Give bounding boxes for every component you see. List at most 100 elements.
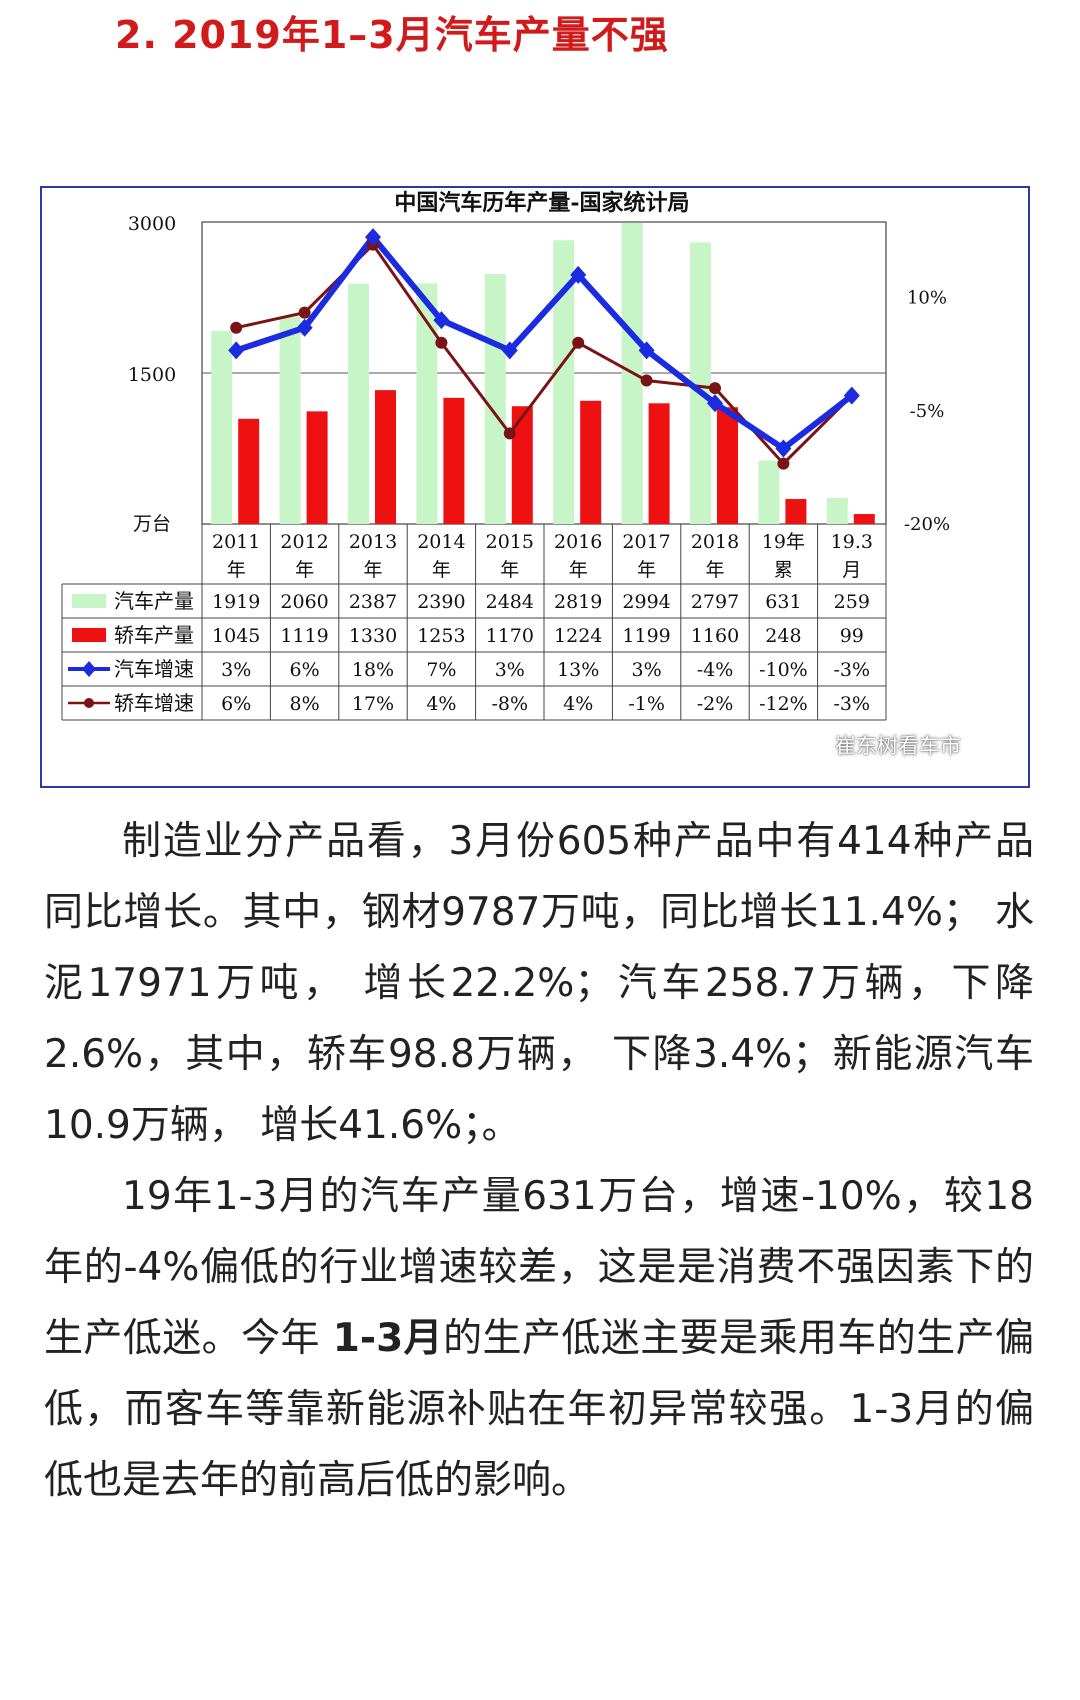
point-auto-growth (570, 265, 587, 284)
legend-label: 汽车增速 (114, 657, 194, 681)
bar-auto-production (553, 240, 575, 524)
point-sedan-growth (435, 336, 448, 349)
bold-text: 1-3月 (332, 1316, 444, 1361)
bar-sedan-production (375, 390, 396, 524)
table-cell: 2994 (622, 591, 670, 613)
table-cell: 1160 (691, 625, 739, 647)
chart-title: 中国汽车历年产量-国家统计局 (394, 190, 689, 216)
point-sedan-growth (640, 374, 653, 387)
category-label: 年 (295, 559, 314, 581)
bar-sedan-production (511, 406, 533, 524)
bar-auto-production (690, 242, 711, 524)
point-auto-growth (433, 311, 450, 330)
y-tick-label: 3000 (128, 213, 176, 235)
watermark-text: 崔东树看车市 (835, 734, 961, 758)
point-sedan-growth (230, 321, 243, 334)
line-auto-growth (235, 232, 854, 453)
category-label: 2018 (691, 531, 739, 553)
table-cell: 18% (352, 659, 394, 681)
category-label: 2016 (554, 531, 602, 553)
point-sedan-growth (298, 306, 311, 319)
bar-auto-production (484, 273, 506, 524)
bar-sedan-production (306, 411, 328, 524)
bar-auto-production (348, 283, 369, 524)
text-run: 制造业分产品看，3月份605种产品中有414种产品同比增长。其中，钢材9787万… (44, 819, 1034, 1148)
table-cell: -2% (697, 693, 734, 715)
bar-sedan-production (443, 397, 465, 524)
bar-auto-production (416, 283, 438, 524)
table-cell: -12% (759, 693, 808, 715)
table-cell: 8% (290, 693, 320, 715)
section-heading: 2. 2019年1–3月汽车产量不强 (115, 13, 669, 57)
table-cell: 3% (632, 659, 662, 681)
category-label: 年 (705, 559, 724, 581)
point-auto-growth (501, 341, 518, 360)
legend-key (84, 698, 94, 708)
table-cell: -1% (628, 693, 665, 715)
table-cell: 1919 (212, 591, 260, 613)
category-label: 2013 (349, 531, 397, 553)
table-cell: 1199 (622, 625, 670, 647)
table-cell: 2387 (349, 591, 397, 613)
category-label: 2015 (486, 531, 534, 553)
legend-key (72, 628, 106, 642)
point-auto-growth (296, 318, 313, 337)
table-cell: -3% (834, 659, 871, 681)
bar-sedan-production (648, 403, 670, 524)
category-label: 2014 (417, 531, 465, 553)
table-cell: 2390 (417, 591, 465, 613)
paragraph: 制造业分产品看，3月份605种产品中有414种产品同比增长。其中，钢材9787万… (44, 806, 1034, 1161)
table-cell: -8% (492, 693, 529, 715)
text-run: 的生产低迷主要是乘用车的生产偏低，而客车等靠新能源补贴在年初异常较强。1-3月的… (44, 1316, 1034, 1503)
table-cell: -10% (759, 659, 808, 681)
table-cell: 259 (834, 591, 870, 613)
paragraph: 19年1-3月的汽车产量631万台，增速-10%，较18年的-4%偏低的行业增速… (44, 1161, 1034, 1516)
category-label: 年 (227, 559, 246, 581)
bar-sedan-production (785, 499, 807, 524)
table-cell: 631 (765, 591, 801, 613)
table-cell: 1119 (280, 625, 328, 647)
legend-label: 轿车产量 (114, 623, 194, 647)
point-auto-growth (365, 228, 381, 247)
text-run: 19年1-3月的汽车产量631万台，增速-10%，较18年的-4%偏低的行业增速… (44, 1174, 1034, 1361)
table-cell: 2060 (280, 591, 328, 613)
category-label: 2011 (212, 531, 260, 553)
table-cell: 2484 (486, 591, 534, 613)
y-tick-label: 1500 (128, 364, 176, 386)
table-cell: 3% (495, 659, 525, 681)
category-label: 累 (774, 559, 793, 581)
point-sedan-growth (777, 457, 790, 470)
bar-auto-production (279, 316, 301, 524)
table-cell: -3% (834, 693, 871, 715)
point-auto-growth (775, 439, 792, 458)
table-cell: 4% (563, 693, 593, 715)
bar-sedan-production (580, 400, 602, 524)
category-label: 年 (569, 559, 588, 581)
table-cell: 2797 (691, 591, 739, 613)
category-label: 年 (432, 559, 451, 581)
table-cell: 99 (840, 625, 864, 647)
legend-label: 汽车产量 (114, 589, 194, 613)
category-label: 19.3 (831, 531, 873, 553)
table-cell: 7% (426, 659, 456, 681)
point-auto-growth (638, 341, 655, 360)
legend-label: 轿车增速 (114, 691, 194, 715)
category-label: 2012 (280, 531, 328, 553)
category-label: 年 (637, 559, 656, 581)
y2-tick-label: -5% (910, 401, 945, 422)
table-cell: 6% (221, 693, 251, 715)
category-label: 2017 (622, 531, 670, 553)
category-label: 月 (842, 559, 861, 581)
table-cell: 17% (352, 693, 394, 715)
table-cell: -4% (697, 659, 734, 681)
bar-sedan-production (238, 418, 260, 524)
table-cell: 13% (557, 659, 599, 681)
bar-auto-production (826, 497, 848, 524)
bar-sedan-production (853, 514, 875, 524)
category-label: 年 (363, 559, 382, 581)
y2-tick-label: -20% (904, 514, 950, 535)
chart-svg: 中国汽车历年产量-国家统计局 3000 1500 万台 10% -5% -20% 2011 年 2… (61, 190, 950, 721)
table-cell: 1170 (486, 625, 534, 647)
table-cell: 1330 (349, 625, 397, 647)
bar-auto-production (211, 330, 233, 524)
